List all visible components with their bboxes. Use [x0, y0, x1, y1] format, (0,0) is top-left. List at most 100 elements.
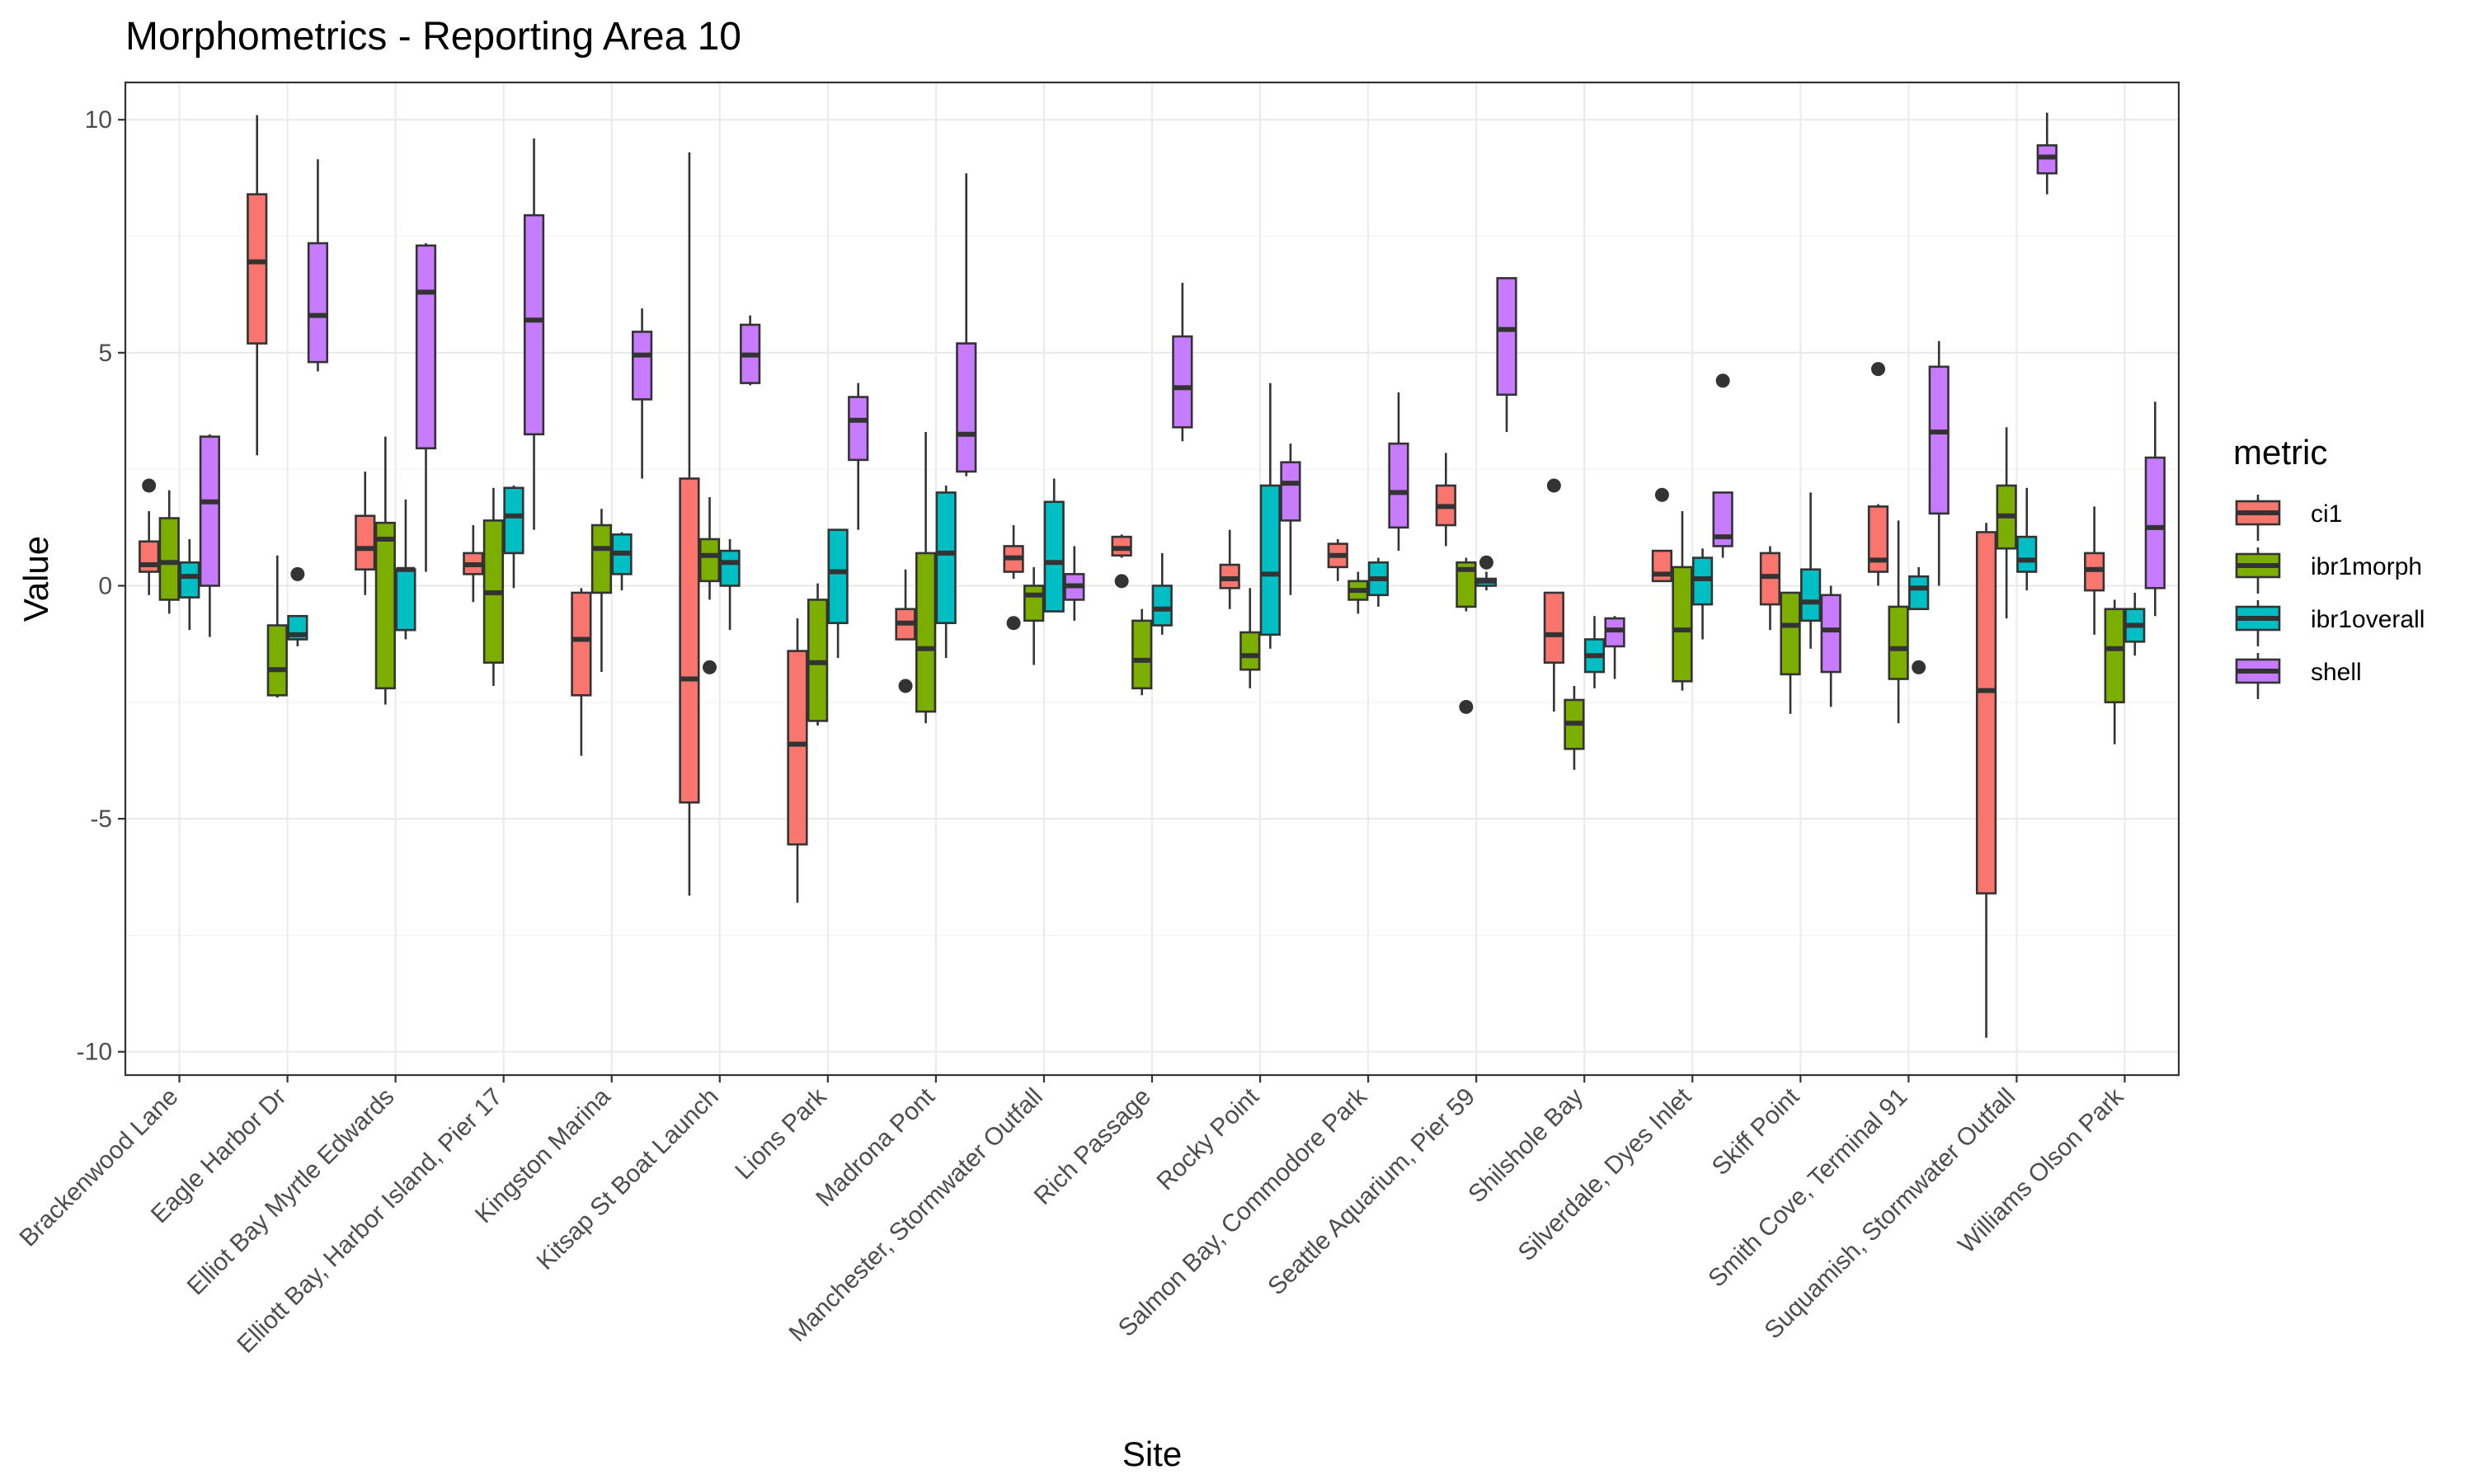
x-tick-label: Kitsap St Boat Launch [531, 1083, 723, 1275]
y-axis-title: Value [16, 536, 55, 622]
box-ibr1overall [827, 528, 849, 624]
box-ibr1overall [2016, 535, 2038, 573]
legend: metric ci1 ibr1morph ibr1overall shell [2233, 433, 2425, 699]
outlier-point [1546, 478, 1561, 493]
box-ibr1morph [915, 552, 937, 713]
site-group [2084, 402, 2166, 744]
outlier-point [1654, 487, 1669, 502]
box-ibr1morph [1023, 585, 1045, 622]
x-tick-label: Brackenwood Lane [15, 1083, 184, 1252]
outlier-point [1871, 362, 1886, 377]
box-ibr1overall [179, 561, 200, 599]
outlier-point [142, 478, 157, 493]
box-ibr1morph [1131, 619, 1153, 690]
site-group [1759, 492, 1841, 714]
outlier-point [1459, 699, 1474, 714]
site-group [571, 308, 653, 756]
x-tick-label: Elliot Bay Myrtle Edwards [182, 1083, 400, 1301]
box-ibr1overall [719, 549, 741, 587]
box-ibr1overall [1908, 575, 1930, 611]
outlier-point [1114, 574, 1129, 589]
box-ibr1morph [698, 538, 721, 583]
box-ibr1overall [1799, 568, 1822, 622]
box-shell [415, 244, 437, 450]
box-shell [2144, 456, 2166, 589]
outlier-point [1479, 555, 1493, 570]
box-ibr1overall [503, 486, 524, 555]
legend-label-shell: shell [2311, 659, 2362, 686]
chart-title: Morphometrics - Reporting Area 10 [125, 15, 741, 59]
box-shell [523, 214, 545, 436]
box-ibr1morph [1672, 566, 1693, 683]
y-tick-label: 5 [98, 340, 112, 367]
outlier-point [1715, 373, 1730, 388]
site-group [1651, 373, 1733, 691]
box-ci1 [1867, 505, 1889, 573]
box-shell [631, 331, 653, 401]
box-shell [1172, 335, 1193, 429]
site-group [1327, 392, 1409, 614]
legend-label-ibr1morph: ibr1morph [2311, 553, 2422, 580]
site-group [247, 115, 329, 698]
box-ibr1overall [1043, 500, 1065, 613]
y-tick-label: 10 [85, 106, 112, 134]
site-group [1435, 277, 1517, 714]
site-group [1111, 283, 1193, 696]
box-ci1 [1543, 591, 1564, 665]
box-shell [1820, 594, 1841, 674]
box-ibr1morph [374, 521, 396, 690]
box-ibr1morph [158, 517, 180, 601]
site-group [1543, 478, 1625, 770]
box-ibr1overall [395, 568, 416, 632]
box-ibr1overall [935, 491, 957, 624]
box-shell [956, 342, 977, 473]
box-ibr1overall [1151, 585, 1173, 627]
site-group [1975, 112, 2058, 1038]
x-tick-label: Seattle Aquarium, Pier 59 [1263, 1083, 1480, 1301]
y-tick-label: 0 [98, 572, 112, 599]
site-group [1867, 340, 1950, 724]
outlier-point [1006, 616, 1021, 631]
site-group [1219, 383, 1301, 688]
site-group [679, 152, 761, 896]
legend-label-ci1: ci1 [2311, 500, 2342, 528]
x-tick-label: Rich Passage [1029, 1083, 1156, 1210]
box-ibr1morph [266, 624, 288, 697]
box-ci1 [355, 514, 376, 571]
x-tick-label: Rocky Point [1151, 1082, 1264, 1195]
box-shell [1496, 277, 1517, 397]
y-tick-label: -5 [90, 805, 112, 833]
site-group [139, 434, 220, 637]
y-tick-label: -10 [77, 1039, 112, 1066]
box-ci1 [1975, 531, 1997, 895]
box-shell [1712, 491, 1733, 547]
box-shell [1280, 461, 1301, 522]
box-ibr1morph [2104, 608, 2125, 704]
site-group [895, 173, 977, 724]
legend-title: metric [2233, 433, 2327, 472]
site-group [355, 243, 437, 705]
box-layer [139, 112, 2166, 1038]
box-ibr1morph [1888, 605, 1909, 680]
outlier-point [290, 566, 305, 581]
x-tick-label: Smith Cove, Terminal 91 [1703, 1083, 1912, 1293]
box-ci1 [787, 650, 808, 846]
x-tick-label: Shilshole Bay [1463, 1083, 1588, 1209]
box-shell [199, 435, 220, 587]
box-ibr1morph [1456, 561, 1477, 608]
box-ci1 [247, 193, 268, 345]
box-ci1 [571, 591, 592, 697]
box-shell [1388, 442, 1409, 529]
outlier-point [703, 660, 717, 674]
outlier-point [1912, 660, 1926, 674]
box-shell [848, 396, 869, 462]
box-ci1 [679, 477, 700, 804]
box-shell [1928, 365, 1950, 515]
site-group [787, 383, 869, 903]
box-ibr1morph [590, 524, 613, 594]
box-ibr1morph [1239, 631, 1261, 671]
outlier-point [898, 679, 913, 693]
x-tick-label: Lions Park [730, 1082, 832, 1185]
box-ibr1overall [1259, 484, 1281, 636]
